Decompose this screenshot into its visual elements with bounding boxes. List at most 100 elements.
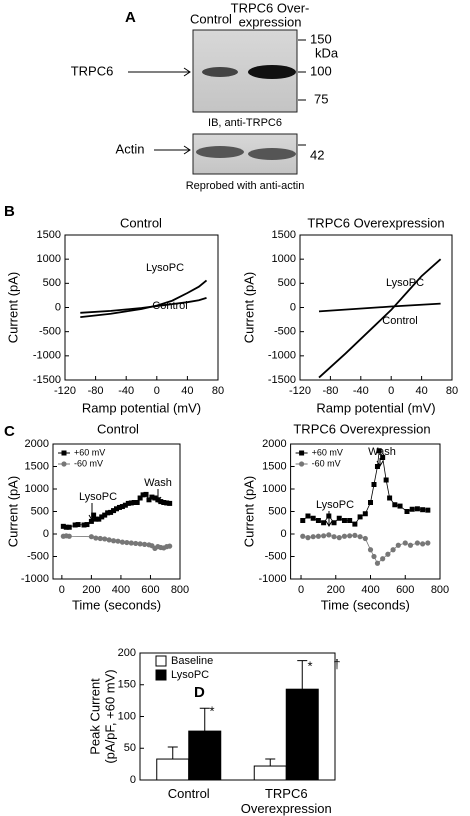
band <box>196 146 244 158</box>
error-bar <box>265 758 276 767</box>
marker <box>387 495 393 501</box>
marker <box>125 500 131 506</box>
y-tick-label: 1000 <box>262 483 286 495</box>
legend-swatch <box>155 655 167 667</box>
marker <box>300 533 306 539</box>
chart-title: TRPC6 Overexpression <box>293 421 430 436</box>
x-tick-label: 80 <box>446 385 458 397</box>
y-tick-label: 0 <box>280 528 286 540</box>
x-tick-label: TRPC6 Overexpression <box>240 786 332 816</box>
marker <box>347 533 353 539</box>
annotation: LysoPC <box>316 499 354 511</box>
marker <box>108 509 114 515</box>
marker <box>149 494 155 500</box>
marker <box>84 522 90 528</box>
marker <box>305 513 311 519</box>
y-tick-label: 500 <box>31 505 49 517</box>
y-tick-label: 500 <box>43 277 61 289</box>
annotation: Wash <box>368 446 396 458</box>
marker <box>357 534 363 540</box>
marker-label: kDa <box>315 45 339 60</box>
marker <box>392 502 398 508</box>
x-tick-label: 800 <box>171 584 189 596</box>
caption: IB, anti-TRPC6 <box>208 117 282 129</box>
marker <box>352 521 358 527</box>
marker <box>146 497 152 503</box>
marker <box>315 533 321 539</box>
marker <box>155 497 161 503</box>
marker <box>88 518 94 524</box>
panel-label: A <box>125 9 136 26</box>
legend-label: Baseline <box>171 655 213 667</box>
legend-marker <box>61 461 67 467</box>
marker <box>143 491 149 497</box>
marker <box>362 535 368 542</box>
y-axis-label: (pA/pF, +60 mV) <box>102 669 117 763</box>
legend-label: -60 mV <box>312 458 341 468</box>
annotation: * <box>307 658 312 673</box>
marker <box>115 538 121 544</box>
marker <box>376 448 382 454</box>
marker <box>310 515 316 521</box>
x-tick-label: -120 <box>54 385 76 397</box>
annotation: † <box>333 656 340 671</box>
panel-label: B <box>4 203 15 220</box>
marker <box>102 536 108 542</box>
marker <box>72 522 78 528</box>
marker <box>75 522 81 528</box>
y-tick-label: -1500 <box>268 374 296 386</box>
x-tick-label: -80 <box>322 385 338 397</box>
marker <box>371 553 377 560</box>
annotation: LysoPC <box>79 491 117 503</box>
lane-label: Control <box>190 11 232 26</box>
loading-label: Actin <box>116 141 145 156</box>
y-tick-label: 1000 <box>25 483 49 495</box>
marker <box>390 547 396 553</box>
marker <box>414 540 421 546</box>
marker <box>420 507 426 513</box>
y-tick-label: 0 <box>130 774 136 786</box>
marker <box>106 537 112 543</box>
marker <box>425 507 431 513</box>
panel-label: C <box>4 423 15 440</box>
target-label: TRPC6 <box>71 63 114 78</box>
bar <box>156 758 190 781</box>
marker <box>371 482 377 487</box>
annotation: Control <box>382 315 417 327</box>
y-tick-label: 2000 <box>262 438 286 450</box>
marker <box>409 506 415 512</box>
marker <box>397 503 403 509</box>
x-axis-label: Ramp potential (mV) <box>82 400 201 415</box>
x-tick-label: 800 <box>431 584 449 596</box>
lane-label: TRPC6 Over- <box>231 0 310 15</box>
y-tick-label: -1000 <box>21 573 49 585</box>
marker <box>93 535 99 541</box>
marker <box>119 539 126 545</box>
marker <box>114 506 119 512</box>
y-tick-label: 1500 <box>272 229 296 241</box>
y-axis-label: Peak Current <box>87 678 102 755</box>
y-tick-label: 150 <box>118 679 136 691</box>
x-tick-label: -40 <box>353 385 369 397</box>
plot-frame <box>52 443 181 580</box>
y-axis-label: Current (pA) <box>5 272 20 344</box>
y-tick-label: -1000 <box>268 350 296 362</box>
marker <box>357 514 363 520</box>
x-tick-label: 0 <box>388 385 394 397</box>
marker <box>99 514 105 520</box>
caption: Reprobed with anti-actin <box>186 180 305 192</box>
marker <box>128 540 134 546</box>
marker <box>167 543 173 549</box>
marker <box>352 532 358 538</box>
x-tick-label: 0 <box>298 584 304 596</box>
bar <box>285 688 319 781</box>
y-tick-label: 0 <box>55 301 61 313</box>
marker-tick <box>298 39 306 146</box>
marker <box>380 556 386 562</box>
marker <box>336 535 342 541</box>
line <box>318 258 442 379</box>
x-tick-label: Control <box>167 786 210 801</box>
legend-label: LysoPC <box>171 669 209 681</box>
